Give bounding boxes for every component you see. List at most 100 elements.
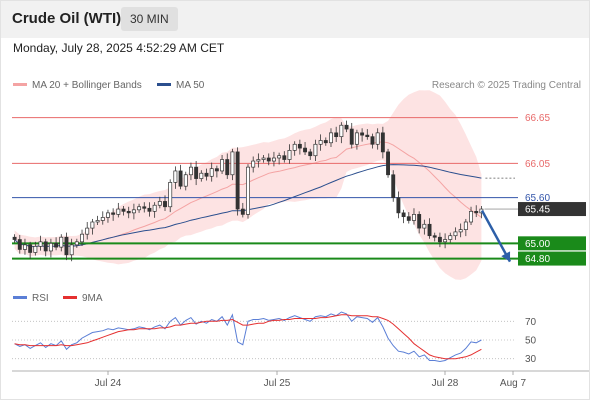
legend-bb: MA 20 + Bollinger Bands bbox=[13, 80, 142, 91]
candle-body bbox=[194, 166, 199, 179]
forecast-arrowhead bbox=[501, 251, 511, 262]
candle-body bbox=[131, 209, 136, 214]
timeframe-badge[interactable]: 30 MIN bbox=[121, 7, 178, 31]
candle-body bbox=[121, 208, 126, 212]
candle-body bbox=[463, 221, 468, 230]
candle-body bbox=[282, 155, 287, 160]
candle-body bbox=[427, 223, 432, 237]
support-label: 64.80 bbox=[525, 254, 550, 265]
candle-body bbox=[54, 242, 59, 248]
ma50-swatch bbox=[157, 82, 171, 86]
ma50-legend-label: MA 50 bbox=[176, 80, 205, 91]
candle-body bbox=[69, 244, 74, 256]
candle-body bbox=[204, 172, 209, 177]
candle-body bbox=[28, 244, 33, 253]
candle-body bbox=[209, 168, 214, 177]
candle-body bbox=[354, 132, 359, 145]
bb-legend-label: MA 20 + Bollinger Bands bbox=[32, 80, 142, 91]
candle-body bbox=[349, 128, 354, 145]
candle-body bbox=[406, 216, 411, 221]
candle-body bbox=[168, 182, 173, 208]
candle-body bbox=[339, 124, 344, 138]
candle-body bbox=[391, 174, 396, 198]
candle-body bbox=[412, 214, 416, 221]
candle-body bbox=[38, 241, 43, 247]
candle-body bbox=[380, 132, 385, 153]
rsi-swatch bbox=[13, 295, 27, 299]
time-tick-label: Jul 25 bbox=[264, 378, 291, 389]
candle-body bbox=[240, 208, 245, 215]
candle-body bbox=[188, 166, 193, 176]
candle-body bbox=[266, 157, 271, 162]
time-tick-label: Jul 24 bbox=[95, 378, 122, 389]
candle-body bbox=[469, 210, 473, 223]
candle-body bbox=[313, 143, 318, 157]
candle-body bbox=[33, 246, 38, 253]
current-price-tag bbox=[518, 202, 586, 217]
candle-body bbox=[365, 134, 370, 138]
candle-body bbox=[287, 150, 292, 160]
candle-body bbox=[375, 132, 380, 145]
research-credit: Research © 2025 Trading Central bbox=[431, 80, 581, 91]
candle-body bbox=[90, 221, 95, 229]
candle-body bbox=[417, 214, 422, 229]
candle-body bbox=[251, 160, 256, 168]
rsi-ma-swatch bbox=[63, 295, 77, 299]
candle-body bbox=[163, 201, 167, 208]
candle-body bbox=[137, 206, 142, 211]
candle-body bbox=[178, 170, 183, 187]
candle-body bbox=[43, 241, 48, 252]
candle-body bbox=[422, 223, 427, 229]
chart-header: Crude Oil (WTI) 30 MIN bbox=[0, 0, 590, 38]
candle-body bbox=[85, 227, 90, 235]
current-price-label: 65.45 bbox=[525, 205, 550, 216]
candle-body bbox=[126, 210, 131, 214]
candle-body bbox=[214, 168, 219, 172]
candle-body bbox=[220, 159, 225, 172]
candle-body bbox=[432, 235, 437, 238]
candle-body bbox=[116, 208, 121, 215]
candle-body bbox=[152, 204, 157, 212]
candle-body bbox=[443, 239, 448, 243]
candle-body bbox=[74, 241, 79, 246]
level-label-pivot: 65.60 bbox=[525, 193, 550, 204]
candle-body bbox=[448, 235, 453, 240]
candle-body bbox=[396, 197, 401, 214]
candle-body bbox=[225, 159, 230, 176]
candle-body bbox=[370, 136, 375, 145]
candle-body bbox=[277, 155, 282, 159]
candle-body bbox=[308, 151, 313, 157]
candle-body bbox=[23, 244, 27, 250]
candle-body bbox=[360, 132, 365, 136]
legend-ma50: MA 50 bbox=[157, 80, 204, 91]
candle-body bbox=[173, 170, 178, 183]
candle-body bbox=[329, 132, 333, 144]
rsi-ma-legend-label: 9MA bbox=[82, 293, 103, 304]
candle-body bbox=[48, 242, 53, 252]
instrument-title: Crude Oil (WTI) bbox=[12, 10, 122, 27]
candle-body bbox=[323, 140, 328, 144]
rsi-line bbox=[14, 311, 482, 363]
candle-body bbox=[17, 239, 22, 250]
candle-body bbox=[458, 229, 463, 233]
level-label-resistance: 66.05 bbox=[525, 159, 550, 170]
support-tag bbox=[518, 251, 586, 266]
candle-body bbox=[64, 236, 69, 256]
candle-body bbox=[199, 172, 204, 179]
bb-swatch bbox=[13, 82, 27, 86]
candle-body bbox=[235, 151, 240, 210]
rsi-ma-line bbox=[14, 314, 482, 360]
candle-body bbox=[59, 236, 64, 248]
legend-rsi-ma: 9MA bbox=[63, 293, 103, 304]
time-tick-label: Aug 7 bbox=[500, 378, 527, 389]
support-label: 65.00 bbox=[525, 239, 550, 250]
candle-body bbox=[318, 140, 323, 145]
candle-body bbox=[453, 231, 458, 237]
candle-body bbox=[95, 220, 100, 223]
candle-body bbox=[106, 212, 110, 218]
candle-body bbox=[474, 210, 479, 214]
candle-body bbox=[256, 159, 261, 162]
candle-body bbox=[183, 174, 188, 187]
